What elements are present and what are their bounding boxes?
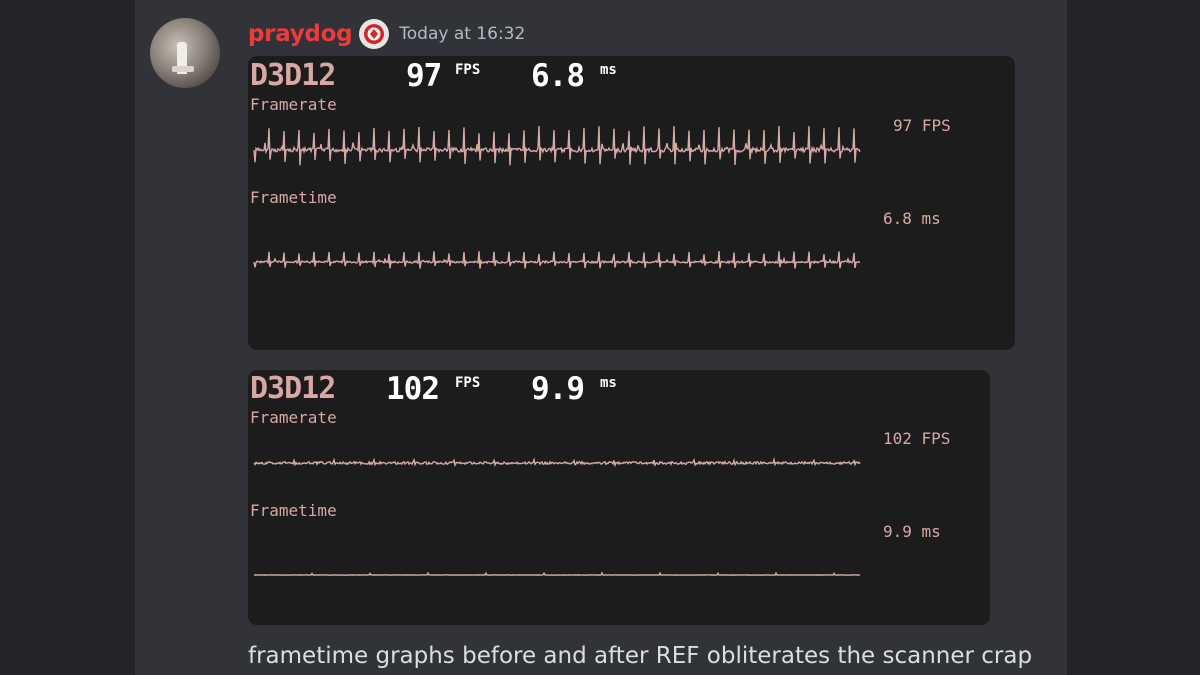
framerate-graph-before [253,125,861,166]
frametime-graph-after [254,571,861,576]
frametime-readout: 9.9 ms [883,522,941,541]
frametime-graph-label: Frametime [250,501,337,520]
avatar-figure-icon [177,42,187,74]
graph-line [254,571,861,576]
message-text: frametime graphs before and after REF ob… [248,643,1033,669]
message-header: praydog Today at 16:32 [248,16,525,52]
fps-unit: FPS [455,375,481,391]
framerate-graph-label: Framerate [250,95,337,114]
graph-line [253,125,861,166]
message-timestamp: Today at 16:32 [399,24,526,44]
graphics-api-label: D3D12 [250,58,336,93]
framerate-graph-label: Framerate [250,408,337,427]
role-badge-icon[interactable] [359,19,390,49]
framerate-readout: 102 FPS [883,429,951,448]
frametime-value: 9.9 [531,371,585,407]
frametime-value: 6.8 [531,58,585,94]
fps-unit: FPS [455,62,481,78]
framerate-readout: 97 FPS [893,116,951,135]
left-sidebar-background [0,0,135,675]
frametime-unit: ms [600,62,617,78]
graphics-api-label: D3D12 [250,371,336,406]
framerate-graph-after [253,456,861,468]
overlay-panel-after [248,370,990,625]
username[interactable]: praydog [248,21,353,47]
avatar-base-icon [172,66,194,72]
right-sidebar-background [1067,0,1200,675]
frametime-unit: ms [600,375,617,391]
frametime-graph-before [253,251,861,269]
overlay-panel-before [248,56,1015,350]
badge-emblem-icon [364,24,385,44]
frametime-readout: 6.8 ms [883,209,941,228]
graph-line [253,456,861,468]
fps-value: 102 [386,371,440,407]
graph-line [253,251,861,269]
avatar[interactable] [150,18,220,88]
frametime-graph-label: Frametime [250,188,337,207]
fps-value: 97 [406,58,442,94]
